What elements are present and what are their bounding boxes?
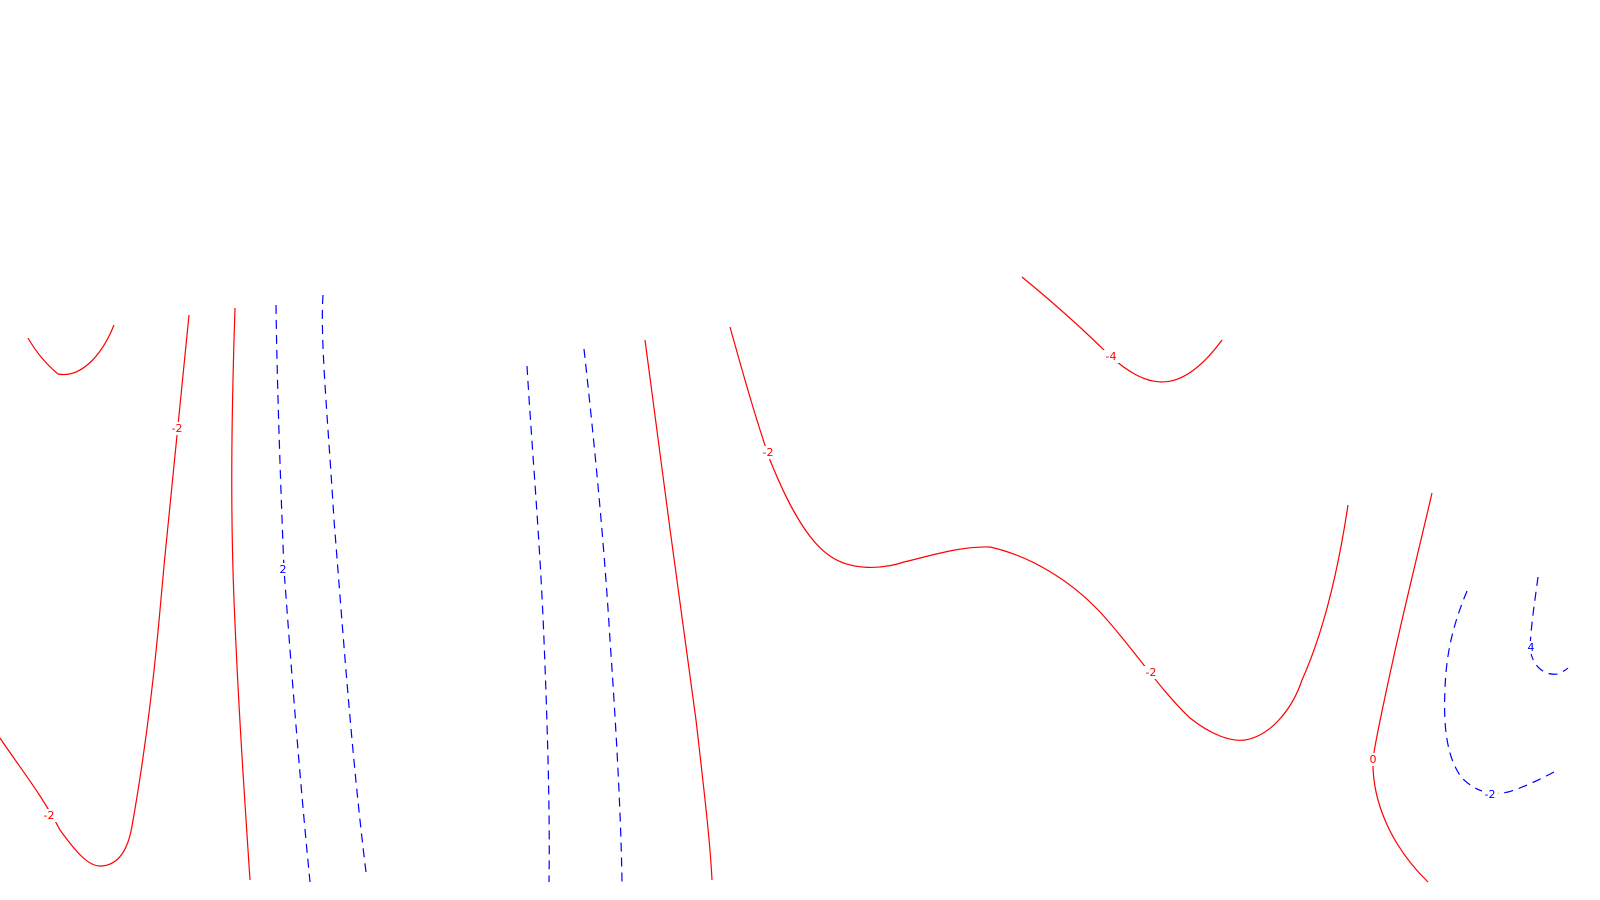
contour-line-left-vertical [231, 307, 251, 881]
contour-line-right-zero [1372, 492, 1433, 883]
contour-label: -4 [1106, 350, 1117, 363]
contour-line-top-left-arc [27, 324, 115, 376]
contour-label: -2 [172, 422, 183, 435]
contour-line-right-dashed-curve [1444, 590, 1559, 795]
contour-label-group: -2 -2 -2 -4 -2 2 0 -2 4 [41, 350, 1537, 822]
contour-label: 4 [1528, 641, 1535, 654]
contour-line-left-dashed-b [321, 294, 367, 873]
contour-line-left-u [0, 314, 190, 867]
contour-line-top-right-u [1021, 276, 1223, 383]
contour-label: -2 [44, 809, 55, 822]
contour-line-right-dashed-hook [1529, 576, 1569, 675]
contour-line-center-dashed-a [526, 365, 550, 883]
contour-line-left-dashed-a [275, 304, 311, 883]
contour-label: -2 [763, 446, 774, 459]
contour-line-central-wave [729, 326, 1349, 741]
contour-line-center-vertical [644, 339, 713, 881]
contour-label: -2 [1485, 788, 1496, 801]
contour-line-center-dashed-b [583, 348, 623, 883]
contour-label: 0 [1370, 753, 1377, 766]
contour-label: -2 [1146, 666, 1157, 679]
contour-label: 2 [280, 563, 287, 576]
